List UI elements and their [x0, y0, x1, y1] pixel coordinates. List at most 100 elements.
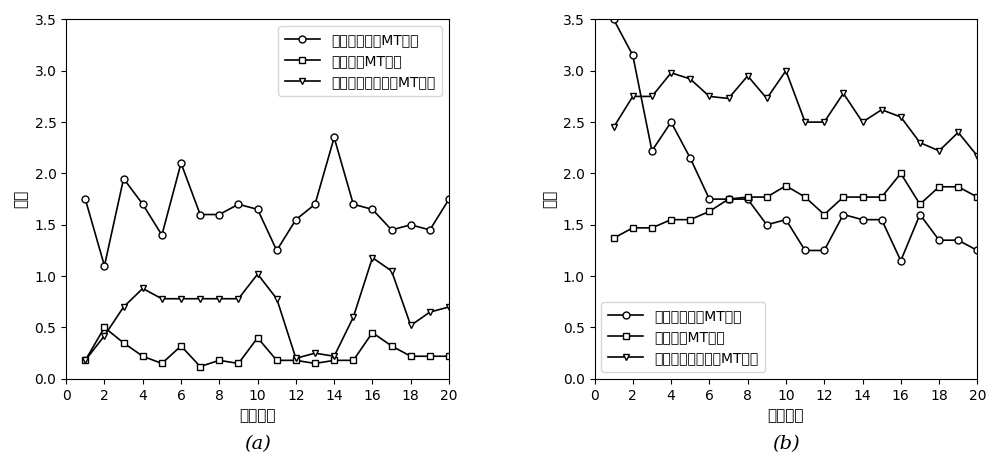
充放电三角波干扰MT信号: [895, 114, 907, 120]
方波干扰MT信号: [137, 353, 149, 359]
未受到干扰的MT信号: [646, 148, 658, 154]
充放电三角波干扰MT信号: [742, 73, 754, 79]
未受到干扰的MT信号: [194, 212, 206, 217]
方波干扰MT信号: [818, 212, 830, 217]
未受到干扰的MT信号: [347, 201, 359, 207]
方波干扰MT信号: [665, 217, 677, 222]
未受到干扰的MT信号: [405, 222, 417, 228]
充放电三角波干扰MT信号: [156, 296, 168, 302]
充放电三角波干扰MT信号: [232, 296, 244, 302]
方波干扰MT信号: [780, 183, 792, 188]
未受到干扰的MT信号: [684, 155, 696, 161]
充放电三角波干扰MT信号: [118, 304, 130, 310]
方波干扰MT信号: [933, 184, 945, 189]
充放电三角波干扰MT信号: [627, 94, 639, 99]
方波干扰MT信号: [79, 358, 91, 363]
方波干扰MT信号: [646, 225, 658, 231]
方波干扰MT信号: [857, 195, 869, 200]
方波干扰MT信号: [443, 353, 455, 359]
方波干扰MT信号: [175, 343, 187, 349]
未受到干扰的MT信号: [933, 237, 945, 243]
Line: 充放电三角波干扰MT信号: 充放电三角波干扰MT信号: [610, 67, 981, 159]
方波干扰MT信号: [876, 195, 888, 200]
充放电三角波干扰MT信号: [271, 296, 283, 302]
未受到干扰的MT信号: [366, 207, 378, 212]
Text: (b): (b): [772, 435, 800, 453]
未受到干扰的MT信号: [232, 201, 244, 207]
充放电三角波干扰MT信号: [684, 76, 696, 82]
充放电三角波干扰MT信号: [347, 315, 359, 320]
充放电三角波干扰MT信号: [608, 124, 620, 130]
方波干扰MT信号: [952, 184, 964, 189]
充放电三角波干扰MT信号: [194, 296, 206, 302]
充放电三角波干扰MT信号: [857, 119, 869, 125]
充放电三角波干扰MT信号: [213, 296, 225, 302]
未受到干扰的MT信号: [627, 53, 639, 58]
Line: 方波干扰MT信号: 方波干扰MT信号: [610, 170, 981, 242]
未受到干扰的MT信号: [252, 207, 264, 212]
未受到干扰的MT信号: [424, 227, 436, 233]
充放电三角波干扰MT信号: [386, 268, 398, 274]
方波干扰MT信号: [366, 330, 378, 335]
方波干扰MT信号: [742, 195, 754, 200]
方波干扰MT信号: [627, 225, 639, 231]
未受到干扰的MT信号: [156, 232, 168, 238]
方波干扰MT信号: [328, 358, 340, 363]
充放电三角波干扰MT信号: [424, 310, 436, 315]
未受到干扰的MT信号: [98, 263, 110, 268]
未受到干扰的MT信号: [780, 217, 792, 222]
方波干扰MT信号: [252, 335, 264, 340]
方波干扰MT信号: [405, 353, 417, 359]
充放电三角波干扰MT信号: [328, 353, 340, 359]
充放电三角波干扰MT信号: [405, 322, 417, 328]
充放电三角波干扰MT信号: [952, 129, 964, 135]
方波干扰MT信号: [309, 361, 321, 366]
充放电三角波干扰MT信号: [761, 96, 773, 101]
充放电三角波干扰MT信号: [646, 94, 658, 99]
方波干扰MT信号: [271, 358, 283, 363]
未受到干扰的MT信号: [895, 258, 907, 263]
充放电三角波干扰MT信号: [98, 333, 110, 339]
方波干扰MT信号: [761, 195, 773, 200]
充放电三角波干扰MT信号: [79, 358, 91, 363]
充放电三角波干扰MT信号: [309, 350, 321, 356]
充放电三角波干扰MT信号: [971, 153, 983, 159]
未受到干扰的MT信号: [386, 227, 398, 233]
方波干扰MT信号: [424, 353, 436, 359]
方波干扰MT信号: [347, 358, 359, 363]
方波干扰MT信号: [971, 195, 983, 200]
未受到干扰的MT信号: [175, 160, 187, 166]
充放电三角波干扰MT信号: [443, 304, 455, 310]
方波干扰MT信号: [98, 325, 110, 330]
未受到干扰的MT信号: [761, 222, 773, 228]
充放电三角波干扰MT信号: [876, 107, 888, 113]
未受到干扰的MT信号: [665, 119, 677, 125]
未受到干扰的MT信号: [79, 196, 91, 202]
方波干扰MT信号: [837, 195, 849, 200]
方波干扰MT信号: [290, 358, 302, 363]
X-axis label: 尺度因子: 尺度因子: [768, 408, 804, 423]
未受到干扰的MT信号: [328, 135, 340, 140]
充放电三角波干扰MT信号: [780, 68, 792, 73]
未受到干扰的MT信号: [818, 248, 830, 253]
方波干扰MT信号: [703, 209, 715, 214]
充放电三角波干扰MT信号: [723, 96, 735, 101]
充放电三角波干扰MT信号: [175, 296, 187, 302]
充放电三角波干扰MT信号: [933, 148, 945, 154]
Legend: 未受到干扰的MT信号, 方波干扰MT信号, 充放电三角波干扰MT信号: 未受到干扰的MT信号, 方波干扰MT信号, 充放电三角波干扰MT信号: [278, 26, 442, 96]
未受到干扰的MT信号: [837, 212, 849, 217]
充放电三角波干扰MT信号: [290, 356, 302, 361]
充放电三角波干扰MT信号: [703, 94, 715, 99]
充放电三角波干扰MT信号: [366, 255, 378, 261]
未受到干扰的MT信号: [213, 212, 225, 217]
Line: 未受到干扰的MT信号: 未受到干扰的MT信号: [610, 16, 981, 264]
未受到干扰的MT信号: [608, 17, 620, 22]
未受到干扰的MT信号: [799, 248, 811, 253]
方波干扰MT信号: [895, 170, 907, 176]
方波干扰MT信号: [914, 201, 926, 207]
未受到干扰的MT信号: [742, 196, 754, 202]
方波干扰MT信号: [118, 340, 130, 346]
未受到干扰的MT信号: [118, 176, 130, 182]
充放电三角波干扰MT信号: [799, 119, 811, 125]
Line: 方波干扰MT信号: 方波干扰MT信号: [82, 324, 452, 370]
